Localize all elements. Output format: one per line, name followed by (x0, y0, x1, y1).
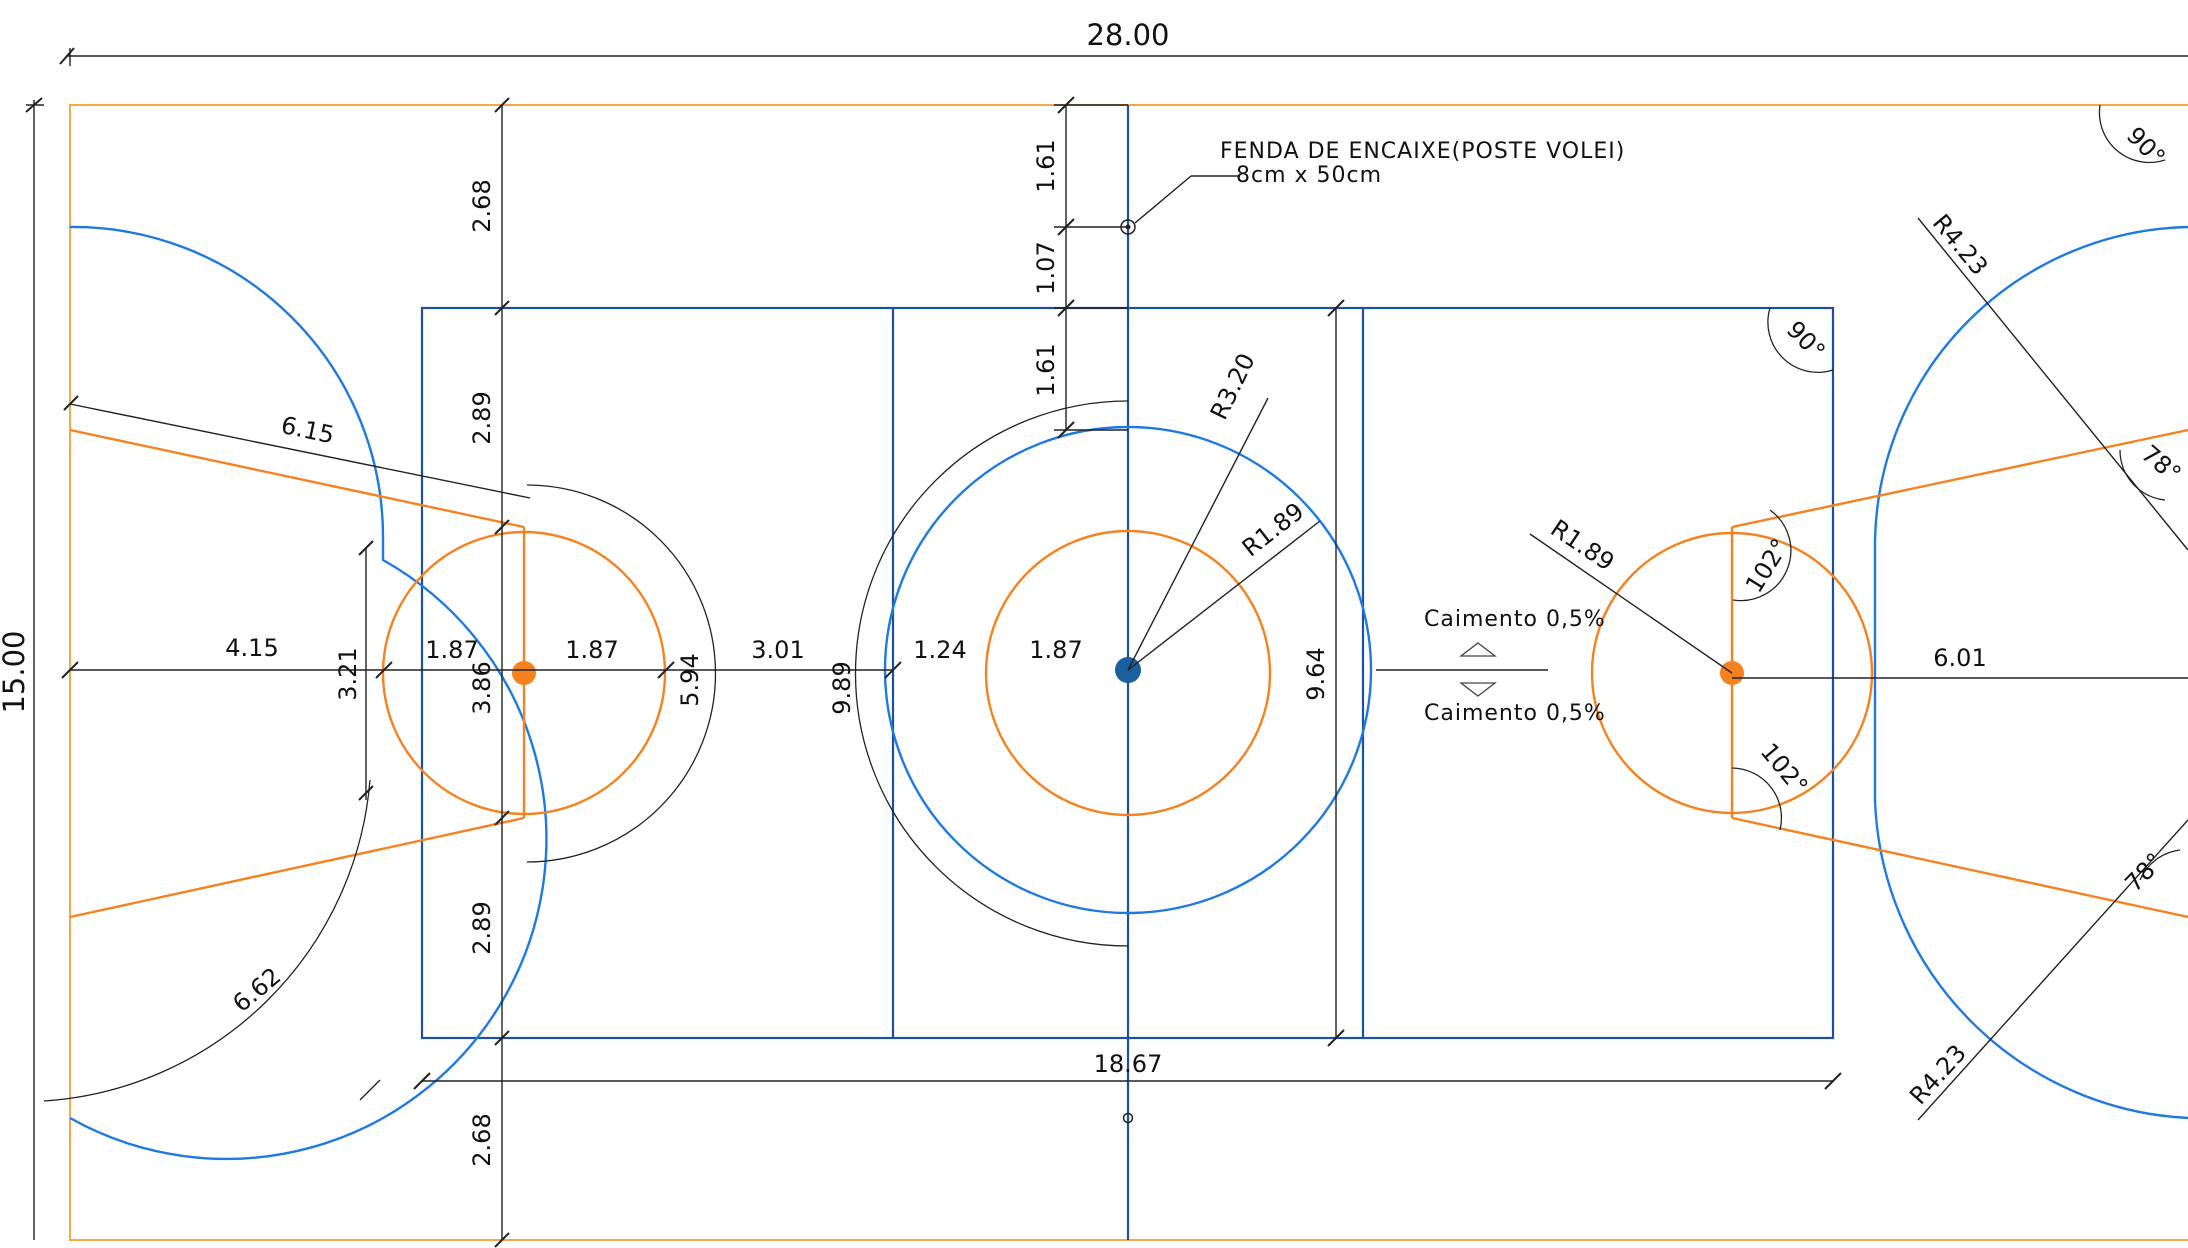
three-point-lines (69, 225, 2188, 1161)
left-dimensions (43, 97, 902, 1248)
center-arc-diameter-label: 9.89 (828, 661, 856, 714)
left-key-width-label: 3.21 (334, 647, 362, 700)
court-corner-label: 90° (1781, 315, 1831, 365)
center-top-c-label: 1.61 (1032, 343, 1060, 396)
overall-dimensions (25, 47, 2188, 1240)
corner-top-right-label: 90° (2121, 121, 2171, 171)
key-elements (69, 428, 2188, 919)
three-point-arc-label: 6.62 (227, 962, 286, 1018)
left-arc-diameter-label: 5.94 (676, 653, 704, 706)
right-radius-lower-label: R4.23 (1904, 1039, 1972, 1110)
center-top-a-label: 1.61 (1032, 139, 1060, 192)
slope-note-down: Caimento 0,5% (1424, 701, 1606, 726)
post-slot-note: FENDA DE ENCAIXE(POSTE VOLEI) (1220, 139, 1625, 164)
slope-note-up: Caimento 0,5% (1424, 607, 1606, 632)
left-key-dot (512, 661, 536, 685)
left-top-clearance-label: 2.68 (468, 179, 496, 232)
right-angle-78-upper-label: 78° (2136, 439, 2187, 488)
court-length-label: 18.67 (1094, 1050, 1163, 1078)
left-to-center-label: 3.01 (751, 636, 804, 664)
overall-width-label: 15.00 (0, 630, 31, 713)
post-slot-bottom-marker (1122, 1112, 1134, 1124)
left-upper-gap-label: 2.89 (468, 391, 496, 444)
left-circle-right-label: 1.87 (565, 636, 618, 664)
center-top-b-label: 1.07 (1032, 241, 1060, 294)
left-baseline-label: 4.15 (225, 634, 278, 662)
right-angle-78-lower-label: 78° (2119, 847, 2169, 897)
right-to-baseline-label: 6.01 (1933, 644, 1986, 672)
right-radius-label: R1.89 (1546, 514, 1620, 576)
left-circle-left-label: 1.87 (425, 636, 478, 664)
outer-boundary (69, 104, 2188, 1241)
left-lower-gap-label: 2.89 (468, 901, 496, 954)
post-slot-size: 8cm x 50cm (1236, 163, 1382, 188)
right-dimensions (1529, 104, 2188, 1121)
center-left-gap-label: 1.24 (913, 636, 966, 664)
left-lane-width-label: 3.86 (468, 661, 496, 714)
center-inner-radius-value: 1.87 (1029, 636, 1082, 664)
left-bottom-clearance-label: 2.68 (468, 1113, 496, 1166)
center-radius-inner-label: R1.89 (1237, 497, 1309, 562)
right-angle-lower-label: 102° (1755, 738, 1814, 800)
center-court-width-label: 9.64 (1302, 647, 1330, 700)
center-circle-inner (984, 529, 1272, 817)
center-radius-outer-label: R3.20 (1205, 349, 1261, 424)
center-dimensions (854, 96, 1548, 1047)
overall-length-label: 28.00 (1086, 18, 1169, 52)
left-corner-line-label: 6.15 (279, 411, 337, 449)
